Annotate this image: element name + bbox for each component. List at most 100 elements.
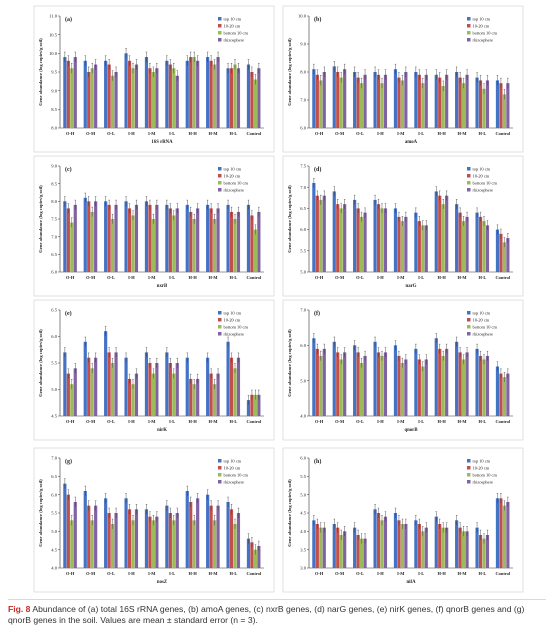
panel-h-bar [404, 524, 408, 568]
panel-g-y-tick-label: 5.0 [51, 529, 57, 534]
panel-f-y-tick-label: 4.0 [300, 414, 306, 419]
panel-d-y-tick-label: 5.0 [300, 270, 306, 275]
panel-a-bar [175, 75, 179, 128]
panel-f-bar [458, 352, 462, 416]
panel-c-legend-label: top 10 cm [224, 166, 242, 171]
panel-b-legend-label: rhizosphere [473, 37, 494, 42]
panel-h-bar [495, 498, 500, 568]
panel-g-x-tick-label: H-M [208, 571, 218, 576]
panel-d-x-tick-label: O-H [315, 275, 324, 280]
panel-g-legend-label: 10-20 cm [224, 465, 241, 470]
panel-d-legend-label: bottom 10 cm [473, 180, 498, 185]
panel-e-bar [63, 352, 67, 416]
panel-c-bar [246, 204, 251, 272]
panel-d: 5.0 5.5 6.0 6.5 7.0 7.5 Gene abundance (log co… [282, 155, 524, 297]
panel-c-bar [87, 201, 91, 272]
panel-a-y-tick-label: 8.5 [51, 107, 57, 112]
panel-g-bar [63, 483, 67, 568]
panel-f-legend-label: bottom 10 cm [473, 324, 498, 329]
panel-h-x-tick-label: H-M [457, 571, 467, 576]
panel-a-bar [189, 57, 193, 128]
panel-e-bar [148, 363, 152, 416]
panel-e-bar [253, 394, 257, 416]
panel-g-bar [124, 498, 128, 568]
panel-h-x-tick-label: I-H [377, 571, 384, 576]
panel-a-x-tick-label: I-L [169, 131, 175, 136]
panel-h-bar [414, 520, 418, 568]
panel-f-bar [495, 366, 500, 416]
panel-a-bar [104, 60, 108, 128]
panel-e-bar [216, 373, 220, 416]
panel-h-x-tick-label: I-L [418, 571, 424, 576]
panel-f-bar [373, 341, 377, 416]
panel-b-bar [376, 74, 381, 128]
panel-e-x-label: nirK [157, 428, 167, 433]
panel-g-bar [175, 513, 179, 568]
panel-d-legend-swatch [467, 174, 471, 178]
panel-e-legend-label: top 10 cm [224, 310, 242, 315]
panel-b-legend-swatch [467, 31, 471, 35]
panel-e-legend-swatch [218, 318, 222, 322]
panel-c-legend-swatch [218, 167, 222, 171]
panel-f-bar [332, 341, 336, 416]
panel-b: 6.0 7.0 8.0 9.0 10.0 Gene abundance (log copi… [282, 5, 524, 153]
panel-g-bar [250, 542, 254, 568]
panel-d-bar [376, 204, 381, 272]
panel-a-bar [192, 57, 196, 128]
panel-c-bar [229, 211, 234, 272]
panel-a-bar [148, 68, 152, 128]
panel-h-legend-swatch [467, 459, 471, 463]
panel-g-bar [257, 546, 261, 568]
panel-d-x-tick-label: H-H [437, 275, 446, 280]
panel-h-y-tick-label: 5.5 [300, 474, 306, 479]
panel-b-x-tick-label: O-M [335, 131, 345, 136]
panel-b-bar [445, 74, 449, 128]
panel-c-bar [172, 215, 176, 272]
panel-h-bar [485, 535, 490, 568]
panel-h-y-tick-label: 4.0 [300, 529, 306, 534]
panel-b-x-tick-label: I-M [397, 131, 405, 136]
panel-a-x-tick-label: I-H [128, 131, 135, 136]
panel-h-bar [322, 527, 326, 568]
panel-f-bar [465, 352, 469, 416]
panel-d-y-tick-label: 6.0 [300, 227, 306, 232]
panel-b-legend-swatch [467, 38, 471, 42]
panel-h-y-tick-label: 5.0 [300, 492, 306, 497]
panel-b-x-tick-label: H-H [437, 131, 446, 136]
panel-d-bar [360, 216, 364, 272]
panel-h-x-tick-label: H-H [437, 571, 446, 576]
panel-c-bar [148, 204, 152, 272]
panel-d-x-tick-label: I-M [397, 275, 405, 280]
panel-h-bar [434, 516, 438, 568]
panel-a-legend-swatch [218, 24, 222, 28]
panel-e-x-tick-label: H-L [229, 419, 237, 424]
panel-e-bar [134, 373, 139, 416]
panel-b-bar [485, 80, 490, 128]
panel-g-x-tick-label: I-L [169, 571, 175, 576]
panel-f-x-tick-label: O-M [335, 419, 345, 424]
panel-c-y-tick-label: 8.0 [51, 199, 57, 204]
panel-g-bar [253, 549, 257, 568]
panel-d-bar [393, 208, 398, 272]
panel-g-x-tick-label: H-L [229, 571, 237, 576]
panel-f-x-tick-label: O-L [356, 419, 364, 424]
panel-a-bar [90, 68, 94, 128]
panel-g-bar [144, 509, 149, 568]
panel-c: 6.0 6.5 7.0 7.5 8.0 8.5 9.0 Gene abundance (log… [33, 155, 275, 297]
panel-e-bar [87, 357, 91, 416]
panel-h-bar [336, 527, 340, 568]
panel-f-bar [339, 359, 343, 416]
panel-a-bar [209, 60, 213, 128]
panel-f-bar [414, 348, 418, 416]
panel-b-bar [502, 94, 506, 128]
panel-g-bar [189, 502, 193, 568]
panel-h-bar [376, 513, 381, 568]
panel-h-bar [383, 516, 388, 568]
panel-g-y-tick-label: 5.5 [51, 511, 57, 516]
panel-a-legend-label: rhizosphere [224, 37, 245, 42]
panel-g: 4.0 4.5 5.0 5.5 6.0 6.5 7.0 Gene abundance (log… [33, 447, 275, 593]
panel-d-bar [462, 221, 466, 272]
panel-g-bar [94, 505, 98, 568]
panel-e-bar [114, 352, 118, 416]
panel-g-bar [104, 498, 108, 568]
